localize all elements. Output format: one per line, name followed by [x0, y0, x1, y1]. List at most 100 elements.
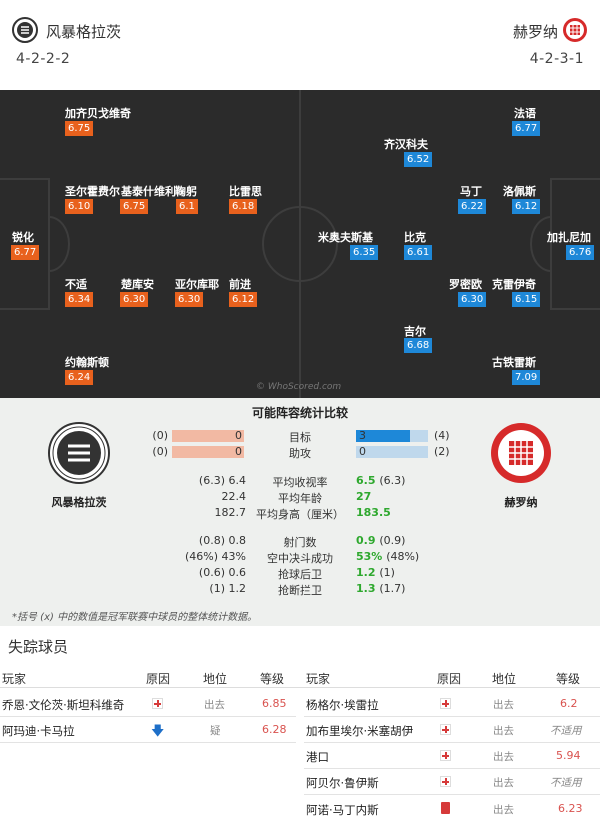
stat-label-avg-age: 平均年龄	[278, 492, 322, 505]
home-player-rating: 6.30	[120, 292, 149, 307]
home-avg-age: 22.4	[221, 490, 247, 503]
away-player-rating: 6.52	[404, 152, 433, 167]
row-divider	[0, 716, 296, 717]
home-player-name[interactable]: 比雷思	[229, 185, 262, 198]
red-card-icon	[441, 802, 450, 814]
home-player-name[interactable]: 圣尔霍费尔	[65, 185, 120, 198]
table-row[interactable]: 阿诺·马丁内斯 出去 6.23	[300, 797, 600, 821]
missing-player-grade: 5.94	[556, 749, 581, 762]
stat-label-avg-rating: 平均收视率	[272, 476, 328, 489]
home-player-rating: 6.1	[176, 199, 198, 214]
table-row[interactable]: 加布里埃尔·米塞胡伊 出去 不适用	[300, 718, 600, 742]
away-avg-age: 27	[356, 490, 372, 503]
away-avg-rating-value: 6.5	[356, 474, 376, 487]
away-player-rating: 6.30	[458, 292, 487, 307]
row-divider	[304, 794, 600, 795]
home-player-name[interactable]: 约翰斯顿	[65, 356, 109, 369]
missing-player-name[interactable]: 杨格尔·埃雷拉	[306, 698, 379, 712]
stat-label-shots: 射门数	[283, 536, 317, 549]
away-player-name[interactable]: 齐汉科夫	[384, 138, 428, 151]
home-player-name[interactable]: 亚尔库耶	[175, 278, 219, 291]
missing-table-header: 玩家 原因 地位 等级 玩家 原因 地位 等级	[0, 666, 600, 688]
away-player-rating: 6.12	[512, 199, 541, 214]
away-interceptions: 1.3 (1.7)	[356, 582, 405, 595]
missing-player-name[interactable]: 阿诺·马丁内斯	[306, 803, 379, 817]
away-team-name[interactable]: 赫罗纳	[512, 23, 558, 41]
missing-player-status: 出去	[493, 699, 514, 711]
home-player-name[interactable]: 不适	[65, 278, 87, 291]
home-player-rating: 6.10	[65, 199, 94, 214]
table-row[interactable]: 阿玛迪·卡马拉 🡇 疑 6.28	[0, 718, 300, 742]
missing-player-grade: 6.28	[262, 723, 287, 736]
injury-icon	[152, 698, 163, 709]
home-player-name[interactable]: 鞠躬	[175, 185, 197, 198]
away-prev-goals: (4)	[434, 429, 450, 442]
home-player-name[interactable]: 基泰什维利	[121, 185, 176, 198]
home-player-rating: 6.75	[120, 199, 149, 214]
away-aerials: 53% (48%)	[356, 550, 419, 563]
header-reason-home: 原因	[146, 672, 171, 686]
home-team-logo[interactable]	[12, 17, 38, 43]
missing-player-name[interactable]: 乔恩·文伦茨·斯坦科维奇	[2, 698, 125, 712]
missing-player-grade: 不适用	[550, 777, 582, 789]
home-prev-assists: (0)	[152, 445, 168, 458]
missing-player-grade: 6.85	[262, 697, 287, 710]
away-player-name[interactable]: 法语	[514, 107, 536, 120]
missing-players-title: 失踪球员	[8, 638, 69, 656]
home-shots: (0.8) 0.8	[198, 534, 246, 547]
away-assists-value: 0	[359, 445, 366, 458]
sturm-graz-crest-icon	[48, 422, 110, 484]
away-player-rating: 7.09	[512, 370, 541, 385]
away-player-name[interactable]: 比克	[404, 231, 426, 244]
home-player-name[interactable]: 加齐贝戈维奇	[65, 107, 131, 120]
table-row[interactable]: 杨格尔·埃雷拉 出去 6.2	[300, 692, 600, 716]
home-player-rating: 6.34	[65, 292, 94, 307]
home-player-name[interactable]: 楚库安	[121, 278, 154, 291]
away-player-name[interactable]: 罗密欧	[449, 278, 482, 291]
home-player-name[interactable]: 前进	[229, 278, 251, 291]
missing-player-status: 出去	[204, 699, 225, 711]
pitch: 加齐贝戈维奇 6.75 圣尔霍费尔 6.10 基泰什维利 6.75 鞠躬 6.1…	[0, 90, 600, 398]
missing-player-name[interactable]: 阿玛迪·卡马拉	[2, 724, 75, 738]
home-player-rating: 6.24	[65, 370, 94, 385]
row-divider	[0, 742, 296, 743]
stat-label-goals: 目标	[289, 431, 311, 444]
away-interceptions-prev: (1.7)	[379, 582, 406, 595]
home-tackles: (0.6) 0.6	[198, 566, 246, 579]
away-player-rating: 6.61	[404, 245, 433, 260]
missing-player-status: 疑	[210, 725, 221, 737]
home-team-name[interactable]: 风暴格拉茨	[46, 23, 122, 41]
arrow-down-icon: 🡇	[151, 724, 165, 739]
away-player-name[interactable]: 古铁雷斯	[492, 356, 536, 369]
row-divider	[304, 742, 600, 743]
center-circle	[262, 206, 338, 282]
right-penalty-box	[550, 178, 600, 310]
home-aerials: (46%) 43%	[185, 550, 246, 563]
missing-player-status: 出去	[493, 751, 514, 763]
home-assists-value: 0	[235, 445, 242, 458]
missing-player-grade: 不适用	[550, 725, 582, 737]
away-player-name[interactable]: 马丁	[460, 185, 482, 198]
table-row[interactable]: 乔恩·文伦茨·斯坦科维奇 出去 6.85	[0, 692, 300, 716]
away-team-logo[interactable]	[562, 17, 588, 43]
away-player-name[interactable]: 洛佩斯	[503, 185, 536, 198]
home-player-rating: 6.30	[175, 292, 204, 307]
table-row[interactable]: 阿贝尔·鲁伊斯 出去 不适用	[300, 770, 600, 794]
home-player-name[interactable]: 锐化	[12, 231, 34, 244]
away-player-name[interactable]: 加扎尼加	[547, 231, 591, 244]
away-player-name[interactable]: 米奥夫斯基	[318, 231, 373, 244]
home-avg-rating: (6.3) 6.4	[198, 474, 246, 487]
home-team-name-large: 风暴格拉茨	[51, 496, 107, 509]
missing-player-name[interactable]: 港口	[306, 750, 329, 764]
missing-player-name[interactable]: 阿贝尔·鲁伊斯	[306, 776, 379, 790]
injury-icon	[440, 724, 451, 735]
whoscored-watermark: © WhoScored.com	[256, 382, 342, 392]
away-team-name-large: 赫罗纳	[504, 496, 538, 509]
away-shots: 0.9 (0.9)	[356, 534, 405, 547]
missing-player-grade: 6.23	[558, 802, 583, 815]
table-row[interactable]: 港口 出去 5.94	[300, 744, 600, 768]
missing-player-name[interactable]: 加布里埃尔·米塞胡伊	[306, 724, 414, 738]
away-player-name[interactable]: 克雷伊奇	[492, 278, 536, 291]
away-player-name[interactable]: 吉尔	[404, 325, 426, 338]
row-divider	[304, 716, 600, 717]
